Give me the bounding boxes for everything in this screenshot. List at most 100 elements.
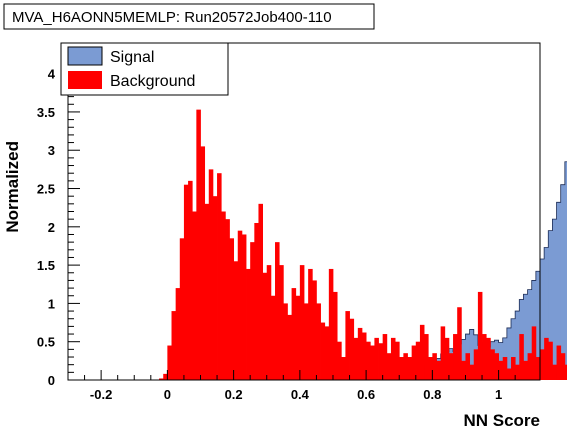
y-tick-label: 0.5	[37, 335, 55, 350]
signal-bin	[461, 339, 466, 380]
background-bin	[349, 318, 355, 380]
x-tick-label: -0.2	[90, 387, 112, 402]
background-bin	[192, 211, 197, 380]
background-bin	[457, 307, 462, 380]
background-bin	[262, 272, 268, 380]
background-bin	[237, 230, 243, 380]
signal-bin	[548, 230, 553, 380]
background-bin	[196, 109, 201, 380]
legend-label-background: Background	[110, 73, 195, 90]
background-bin	[279, 265, 284, 380]
signal-bin	[506, 327, 512, 380]
background-bin	[540, 349, 545, 380]
background-bin	[188, 180, 193, 380]
background-bin	[200, 146, 206, 380]
background-bin	[212, 196, 218, 380]
background-bin	[424, 334, 429, 380]
background-bin	[308, 268, 313, 380]
plot-frame-border	[67, 42, 541, 381]
signal-bin	[540, 258, 545, 380]
background-bin	[304, 303, 309, 380]
background-bin	[320, 322, 326, 380]
background-bin	[291, 288, 297, 380]
background-bin	[473, 349, 479, 380]
chart-title-frame	[3, 3, 375, 30]
background-bin	[270, 295, 276, 380]
background-bin	[254, 222, 259, 380]
background-bin	[395, 341, 400, 380]
background-bin	[299, 265, 305, 380]
x-tick-label: 1	[495, 387, 502, 402]
background-bin	[353, 337, 359, 381]
background-bin	[221, 211, 226, 380]
x-tick-label: 0.2	[225, 387, 243, 402]
background-bin	[366, 341, 371, 380]
x-tick-label: 0.8	[423, 387, 441, 402]
x-tick-label: 0.6	[357, 387, 375, 402]
y-tick-label: 0	[48, 373, 55, 388]
background-bin	[246, 268, 251, 380]
background-bin	[519, 334, 524, 380]
y-tick-label: 1.5	[37, 258, 55, 273]
background-bin	[560, 353, 566, 380]
chart-title-box: MVA_H6AONN5MEMLP: Run20572Job400-110	[3, 3, 375, 30]
background-bin	[341, 357, 346, 380]
legend: Signal Background	[60, 42, 229, 96]
background-bin	[250, 242, 255, 380]
background-bin	[440, 326, 446, 380]
background-bin	[428, 357, 433, 380]
signal-bin	[469, 329, 475, 380]
legend-swatch-background	[68, 71, 102, 89]
background-bin	[183, 184, 189, 380]
background-bin	[506, 368, 512, 380]
background-bin	[432, 353, 437, 380]
background-bin	[345, 311, 350, 380]
background-bin	[361, 332, 367, 380]
background-bin	[564, 364, 567, 380]
background-bin	[217, 173, 222, 380]
background-bin	[482, 334, 487, 380]
background-bin	[328, 268, 334, 380]
background-bin	[225, 219, 230, 380]
background-bin	[419, 324, 425, 380]
y-tick-label: 3	[48, 143, 55, 158]
background-bin	[287, 314, 292, 380]
x-tick-label: 0	[164, 387, 171, 402]
axis-ticks	[68, 50, 516, 381]
background-bin	[527, 353, 533, 380]
background-bin	[258, 203, 263, 380]
background-bin	[477, 291, 483, 380]
background-bin	[498, 360, 504, 380]
y-tick-labels: 0 0.5 1 1.5 2 2.5 3 3.5 4	[37, 67, 56, 388]
background-bin	[511, 357, 516, 380]
background-bin	[241, 234, 247, 380]
background-series	[159, 109, 567, 381]
background-bin	[159, 378, 164, 380]
background-bin	[357, 327, 363, 380]
background-bin	[167, 345, 172, 380]
background-bin	[283, 303, 288, 380]
y-tick-label: 1	[48, 296, 55, 311]
background-bin	[208, 169, 214, 381]
background-bin	[448, 353, 454, 380]
background-bin	[374, 337, 379, 381]
signal-bin	[556, 202, 562, 380]
y-tick-label: 2.5	[37, 182, 55, 197]
background-bin	[390, 337, 396, 381]
background-bin	[382, 334, 388, 380]
background-bin	[295, 295, 301, 380]
background-bin	[515, 364, 520, 380]
signal-bin	[544, 247, 549, 380]
background-bin	[556, 345, 562, 380]
x-tick-label: 0.4	[291, 387, 310, 402]
background-bin	[531, 326, 537, 380]
background-bin	[544, 337, 549, 381]
background-bin	[436, 360, 442, 380]
signal-bin	[527, 289, 533, 380]
signal-bin	[515, 311, 520, 380]
background-bin	[312, 280, 317, 380]
background-bin	[175, 288, 181, 380]
background-bin	[535, 357, 541, 380]
